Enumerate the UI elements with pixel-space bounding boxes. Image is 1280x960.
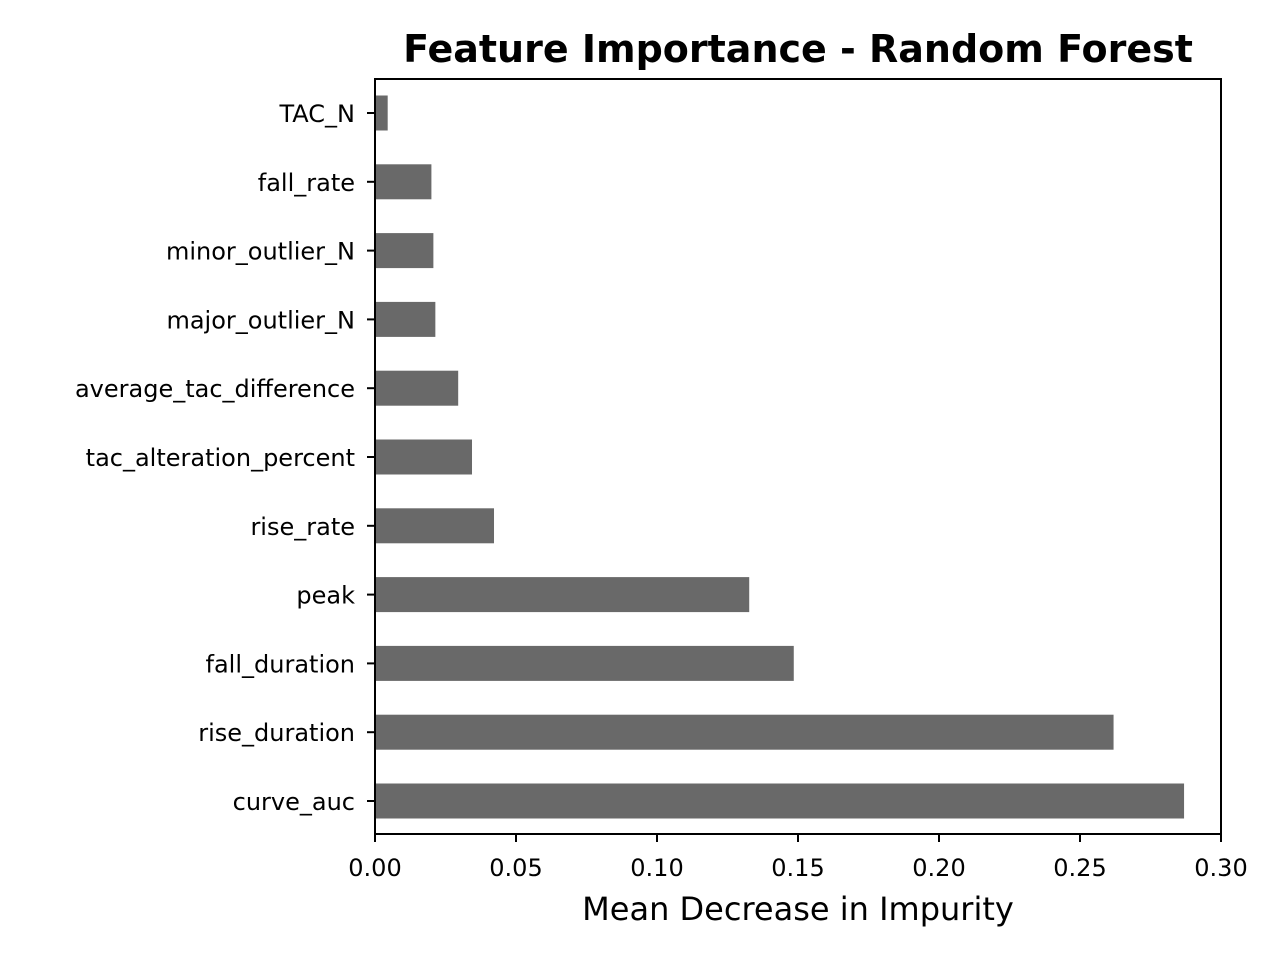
y-tick-label: rise_rate [250, 513, 355, 541]
bar-tac_alteration_percent [375, 439, 473, 475]
bar-TAC_N [375, 95, 388, 131]
y-tick-label: tac_alteration_percent [86, 444, 355, 472]
x-tick-label: 0.25 [1053, 854, 1106, 882]
bar-major_outlier_N [375, 301, 436, 337]
x-tick-label: 0.10 [630, 854, 683, 882]
x-tick-label: 0.00 [348, 854, 401, 882]
x-tick-label: 0.15 [771, 854, 824, 882]
y-tick-label: fall_rate [258, 169, 355, 197]
y-tick-label: minor_outlier_N [166, 238, 355, 266]
y-tick-label: major_outlier_N [166, 306, 355, 334]
bars-group [375, 95, 1185, 819]
y-tick-label: peak [296, 582, 355, 610]
plot-frame [374, 78, 1222, 835]
y-axis: TAC_N fall_rate minor_outlier_N major_outli… [75, 100, 375, 816]
x-axis-label: Mean Decrease in Impurity [582, 890, 1014, 928]
y-tick-label: curve_auc [233, 788, 355, 816]
bar-peak [375, 577, 750, 613]
y-tick-label: TAC_N [278, 100, 355, 128]
bar-fall_duration [375, 645, 794, 681]
chart-title: Feature Importance - Random Forest [403, 27, 1193, 71]
bar-average_tac_difference [375, 370, 459, 406]
x-tick-label: 0.20 [912, 854, 965, 882]
x-tick-label: 0.05 [489, 854, 542, 882]
y-tick-label: rise_duration [198, 719, 355, 747]
x-axis: 0.00 0.05 0.10 0.15 0.20 0.25 0.30 [348, 834, 1248, 882]
bar-rise_rate [375, 508, 495, 544]
x-tick-label: 0.30 [1194, 854, 1247, 882]
bar-fall_rate [375, 164, 432, 200]
y-tick-label: average_tac_difference [75, 375, 355, 403]
bar-curve_auc [375, 783, 1185, 819]
y-tick-label: fall_duration [206, 650, 355, 678]
bar-minor_outlier_N [375, 233, 434, 269]
bar-rise_duration [375, 714, 1114, 750]
